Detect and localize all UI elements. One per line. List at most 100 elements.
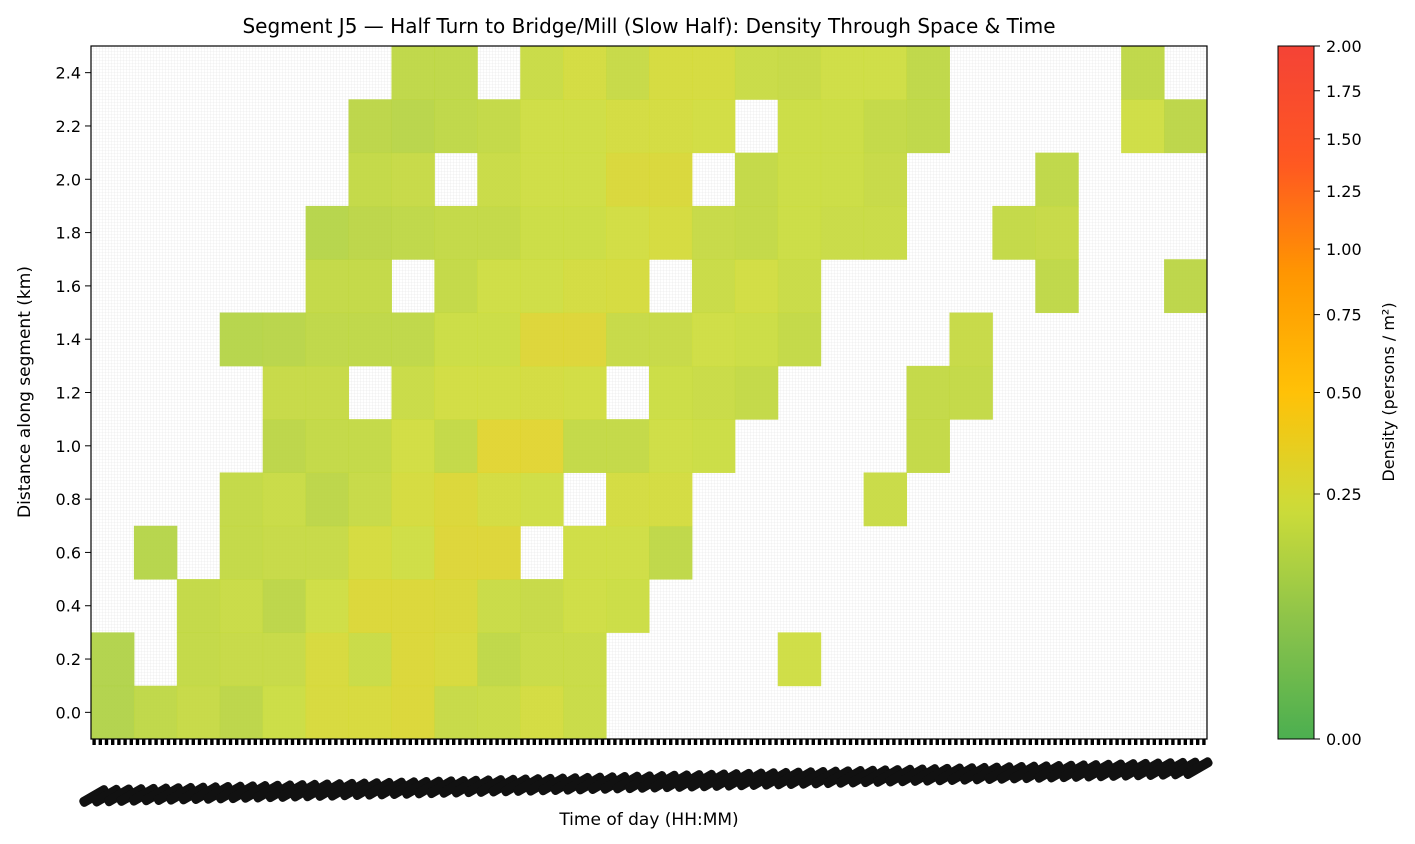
- x-tick-label: [153, 783, 184, 805]
- heatmap-cell: [1035, 152, 1079, 207]
- colorbar-label: Density (persons / m²): [1379, 302, 1398, 481]
- heatmap-cell: [219, 312, 264, 367]
- heatmap-cell: [649, 46, 693, 100]
- heatmap-cell: [434, 99, 478, 154]
- heatmap-cell: [434, 632, 478, 687]
- heatmap-cell: [520, 685, 564, 740]
- heatmap-cell: [1035, 205, 1079, 260]
- heatmap-cell: [434, 685, 478, 740]
- heatmap-cell: [1035, 259, 1079, 314]
- heatmap-cell: [777, 152, 822, 207]
- y-axis-ticks: 0.0 0.2 0.4 0.6 0.8 1.0 1.2 1.4 1.6 1.8 2.0 2.2 2.4: [56, 64, 91, 722]
- heatmap-cell: [520, 205, 564, 260]
- x-tick-label: [277, 780, 308, 802]
- heatmap-cell: [176, 632, 221, 687]
- heatmap-cell: [649, 365, 693, 420]
- heatmap-cell: [348, 419, 392, 473]
- x-tick-label: [972, 762, 1002, 785]
- heatmap-cell: [391, 99, 435, 154]
- heatmap-cell: [820, 46, 865, 100]
- x-tick-label: [252, 780, 283, 803]
- heatmap-cell: [734, 46, 779, 100]
- heatmap-cell: [348, 152, 392, 207]
- x-axis-ticks: [79, 739, 1213, 807]
- heatmap-cell: [391, 46, 435, 100]
- heatmap-cell: [1164, 99, 1208, 154]
- heatmap-cell: [606, 312, 650, 367]
- heatmap-cell: [949, 312, 993, 367]
- heatmap-cell: [606, 205, 650, 260]
- heatmap-cell: [477, 312, 521, 367]
- x-tick-label: [1182, 757, 1213, 780]
- x-tick-label: [79, 785, 109, 807]
- heatmap-cell: [434, 579, 478, 633]
- x-tick-label: [190, 782, 221, 805]
- x-tick-label: [674, 770, 705, 792]
- x-tick-label: [166, 782, 196, 805]
- x-tick-label: [1083, 759, 1114, 782]
- heatmap-cell: [477, 685, 521, 740]
- x-tick-label: [426, 776, 457, 799]
- x-tick-label: [612, 771, 643, 794]
- colorbar-tick-label: 1.75: [1326, 82, 1362, 101]
- x-tick-label: [835, 766, 866, 788]
- heatmap-cell: [691, 46, 736, 100]
- heatmap-cell: [434, 365, 478, 420]
- x-tick-label: [934, 763, 965, 786]
- heatmap-cell: [863, 205, 908, 260]
- x-tick-label: [352, 778, 382, 800]
- x-tick-label: [761, 767, 791, 790]
- heatmap-cell: [348, 205, 392, 260]
- heatmap-cell: [563, 525, 607, 580]
- x-tick-label: [91, 784, 122, 807]
- x-tick-label: [798, 766, 829, 789]
- heatmap-cell: [691, 259, 736, 314]
- x-tick-label: [711, 769, 742, 791]
- x-tick-label: [203, 782, 233, 804]
- heatmap-cell: [305, 685, 350, 740]
- x-tick-label: [885, 764, 915, 787]
- x-tick-label: [959, 762, 990, 785]
- heatmap-cell: [520, 632, 564, 687]
- heatmap-cell: [777, 312, 822, 367]
- heatmap-cell: [520, 152, 564, 207]
- heatmap-cell: [219, 525, 264, 580]
- x-tick-label: [1170, 757, 1201, 780]
- heatmap-cell: [262, 472, 307, 527]
- heatmap-cell: [691, 419, 736, 473]
- heatmap-cell: [391, 579, 435, 633]
- heatmap-cell: [606, 46, 650, 100]
- heatmap-cell: [606, 525, 650, 580]
- x-tick-label: [215, 781, 246, 804]
- heatmap-cell: [305, 259, 350, 314]
- colorbar-tick-label: 2.00: [1326, 37, 1362, 56]
- heatmap-cell: [563, 579, 607, 633]
- heatmap-cell: [520, 312, 564, 367]
- x-tick-label: [984, 762, 1015, 785]
- heatmap-cell: [477, 419, 521, 473]
- y-tick-label: 0.8: [56, 490, 81, 509]
- heatmap-cell: [649, 312, 693, 367]
- x-tick-label: [823, 766, 853, 789]
- heatmap-cell: [176, 685, 221, 740]
- heatmap-cell: [305, 632, 350, 687]
- x-tick-label: [1158, 757, 1188, 780]
- x-tick-label: [500, 774, 531, 797]
- heatmap-cell: [606, 99, 650, 154]
- heatmap-cell: [906, 46, 950, 100]
- heatmap-cell: [391, 525, 435, 580]
- heatmap-cell: [520, 419, 564, 473]
- heatmap-cell: [348, 259, 392, 314]
- heatmap-cell: [906, 419, 950, 473]
- heatmap-cell: [348, 632, 392, 687]
- x-tick-label: [290, 779, 320, 802]
- x-tick-label: [228, 781, 258, 804]
- y-tick-label: 0.0: [56, 703, 81, 722]
- x-tick-label: [699, 769, 729, 792]
- heatmap-cell: [520, 46, 564, 100]
- heatmap-cell: [262, 525, 307, 580]
- x-tick-label: [736, 768, 767, 791]
- heatmap-cell: [563, 419, 607, 473]
- heatmap-cell: [219, 632, 264, 687]
- x-tick-label: [773, 767, 804, 790]
